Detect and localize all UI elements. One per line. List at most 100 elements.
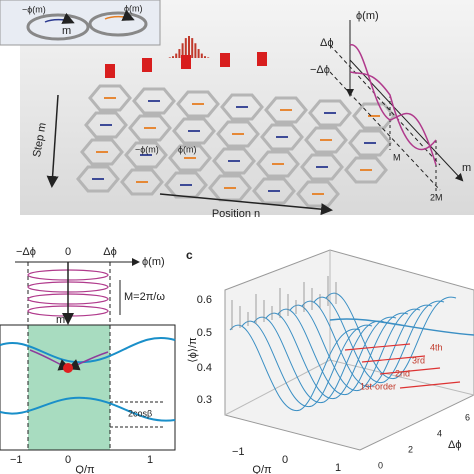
tick-label: −1 bbox=[232, 446, 245, 458]
axis-label: 2M bbox=[430, 192, 443, 202]
axis-label: ϕ(m) bbox=[356, 10, 379, 22]
hex-ring bbox=[264, 96, 308, 124]
axis-label: Q/π bbox=[252, 464, 272, 474]
hex-ring bbox=[260, 123, 304, 151]
hex-ring bbox=[168, 144, 212, 172]
order-line bbox=[361, 355, 426, 363]
hex-ring bbox=[296, 180, 340, 208]
axis-label: −Δϕ bbox=[310, 64, 330, 76]
order-line bbox=[379, 367, 441, 375]
lattice bbox=[76, 52, 396, 208]
inset-arrow bbox=[44, 12, 75, 24]
pulse-bar bbox=[181, 43, 184, 58]
tick-label: 0.5 bbox=[197, 327, 212, 339]
dashed-line bbox=[329, 44, 441, 166]
tick-label: 1 bbox=[335, 462, 341, 474]
lattice-label: −ϕ(m) bbox=[135, 144, 159, 154]
tick-label: 4 bbox=[437, 428, 442, 438]
hex-ring bbox=[220, 93, 264, 121]
hex-ring bbox=[304, 126, 348, 154]
sine-curve bbox=[349, 44, 437, 166]
surface-line bbox=[229, 325, 361, 411]
pulse-bar bbox=[200, 53, 203, 58]
lattice-label: ϕ(m) bbox=[178, 144, 197, 154]
surface-line bbox=[253, 317, 385, 403]
pulse-bar bbox=[175, 53, 178, 58]
hex-ring bbox=[164, 171, 208, 199]
hex-ring bbox=[80, 138, 124, 166]
inset-label: m bbox=[62, 25, 71, 37]
plot-frame bbox=[0, 324, 176, 451]
hex-ring bbox=[88, 84, 132, 112]
order-label: 2nd bbox=[395, 368, 410, 378]
surface-line bbox=[277, 309, 409, 395]
order-label: 1st-order bbox=[360, 381, 396, 391]
surface-edge bbox=[329, 318, 474, 336]
axis-label: ⟨ϕ⟩/π bbox=[187, 337, 199, 363]
pulse-bar bbox=[178, 49, 181, 58]
hex-ring bbox=[300, 153, 344, 181]
axis-label: m bbox=[462, 162, 471, 174]
annotation: 2cosβ bbox=[128, 408, 152, 418]
hex-ring bbox=[172, 117, 216, 145]
tick-label: −1 bbox=[10, 454, 23, 466]
surface-line bbox=[325, 293, 457, 379]
surface-line bbox=[313, 297, 445, 383]
tick-label: Δϕ bbox=[103, 246, 117, 258]
tick-label: 0.4 bbox=[197, 362, 212, 374]
axis-label: M bbox=[393, 152, 401, 162]
annotation: M=2π/ω bbox=[124, 291, 165, 303]
hex-ring bbox=[212, 147, 256, 175]
pulse-bar bbox=[207, 57, 210, 58]
inset-arrow bbox=[104, 9, 135, 21]
order-line bbox=[399, 381, 461, 389]
surface bbox=[229, 276, 474, 411]
pulse-bar bbox=[204, 56, 206, 58]
hex-ring bbox=[308, 99, 352, 127]
pulse bbox=[168, 36, 210, 58]
hex-ring bbox=[76, 165, 120, 193]
tick-label: 0.3 bbox=[197, 394, 212, 406]
hex-ring bbox=[128, 114, 172, 142]
green-region bbox=[28, 325, 110, 450]
input-block bbox=[257, 52, 267, 66]
tick-label: 0 bbox=[378, 460, 383, 470]
hex-ring bbox=[84, 111, 128, 139]
surface-line bbox=[265, 313, 397, 399]
band-curve bbox=[0, 396, 176, 422]
time-axis bbox=[349, 59, 464, 182]
inset-label: ϕ(m) bbox=[124, 3, 143, 13]
hex-ring bbox=[252, 177, 296, 205]
step-arrow bbox=[46, 94, 59, 188]
box-edge bbox=[329, 359, 474, 396]
axis-label: m bbox=[56, 314, 65, 326]
input-block bbox=[105, 64, 115, 78]
tick-label: 2 bbox=[408, 444, 413, 454]
pulse-bar bbox=[197, 49, 200, 58]
axis-label: Position n bbox=[212, 208, 260, 220]
hex-ring bbox=[256, 150, 300, 178]
order-label: 4th bbox=[430, 342, 443, 352]
hex-ring bbox=[124, 141, 168, 169]
order-line bbox=[344, 343, 411, 351]
pulse-bar bbox=[188, 36, 190, 58]
surface-line bbox=[241, 321, 373, 407]
inset-box bbox=[0, 0, 161, 46]
tick-label: 1 bbox=[147, 454, 153, 466]
inset-ring bbox=[88, 11, 148, 37]
hex-ring bbox=[132, 87, 176, 115]
pulse-bar bbox=[184, 38, 187, 58]
hex-ring bbox=[176, 90, 220, 118]
axis-label: Δϕ bbox=[448, 439, 462, 451]
axis-label: Q/π bbox=[75, 464, 95, 474]
axis-label: Δϕ bbox=[320, 37, 334, 49]
tick-label: 6 bbox=[465, 412, 470, 422]
input-block bbox=[181, 55, 191, 69]
hex-ring bbox=[120, 168, 164, 196]
sine-curve bbox=[349, 71, 437, 151]
state-dot bbox=[63, 363, 73, 373]
inset-ring bbox=[26, 13, 90, 41]
hex-ring bbox=[344, 156, 388, 184]
pulse-bar bbox=[194, 43, 197, 58]
